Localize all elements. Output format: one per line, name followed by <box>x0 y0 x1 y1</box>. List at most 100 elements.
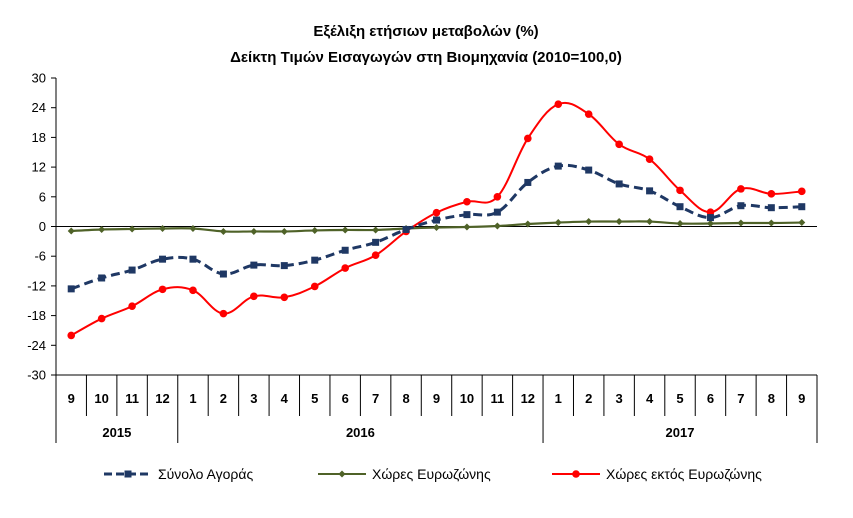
data-point <box>798 203 806 211</box>
y-tick-label: -24 <box>27 338 46 353</box>
data-point <box>158 285 167 294</box>
x-month-label: 6 <box>342 391 349 406</box>
data-point <box>341 226 349 234</box>
x-month-label: 11 <box>491 391 505 406</box>
x-year-label: 2017 <box>666 425 695 440</box>
x-month-label: 3 <box>616 391 623 406</box>
x-month-label: 3 <box>250 391 257 406</box>
data-point <box>250 261 258 269</box>
data-point <box>767 204 775 212</box>
x-month-label: 10 <box>460 391 474 406</box>
legend-swatch-marker <box>124 470 132 478</box>
legend-label: Σύνολο Αγοράς <box>158 466 253 482</box>
data-point <box>493 208 501 216</box>
data-point <box>280 293 289 302</box>
chart-title: Εξέλιξη ετήσιων μεταβολών (%) <box>313 23 538 40</box>
x-month-label: 6 <box>707 391 714 406</box>
data-point <box>341 246 349 254</box>
data-point <box>798 219 806 227</box>
x-month-label: 1 <box>555 391 562 406</box>
data-point <box>189 286 197 295</box>
data-point <box>311 226 319 234</box>
data-point <box>432 208 441 217</box>
data-point <box>128 302 136 310</box>
data-point <box>737 202 745 210</box>
data-point <box>554 162 562 170</box>
data-point <box>402 225 410 233</box>
x-month-label: 8 <box>768 391 775 406</box>
data-point <box>706 208 715 216</box>
legend-item: Χώρες εκτός Ευρωζώνης <box>552 466 762 482</box>
y-tick-label: -12 <box>27 278 46 293</box>
x-month-label: 2 <box>585 391 592 406</box>
data-point <box>676 203 684 211</box>
data-point <box>676 220 684 228</box>
data-point <box>676 186 684 195</box>
data-point <box>463 223 471 231</box>
data-point <box>280 262 288 270</box>
data-point <box>311 256 319 264</box>
legend-swatch-marker <box>572 470 580 478</box>
data-point <box>67 331 76 340</box>
data-point <box>615 140 623 149</box>
data-point <box>524 178 532 186</box>
x-month-label: 9 <box>798 391 805 406</box>
y-tick-label: 6 <box>39 189 46 204</box>
series-eurozone <box>67 218 806 235</box>
data-point <box>615 218 623 226</box>
y-tick-label: 18 <box>32 130 46 145</box>
data-point <box>67 227 75 235</box>
data-point <box>585 166 593 174</box>
data-point <box>737 185 745 193</box>
x-month-label: 4 <box>281 391 289 406</box>
data-point <box>159 255 167 263</box>
data-point <box>128 266 136 274</box>
x-month-label: 5 <box>311 391 318 406</box>
data-point <box>250 227 258 235</box>
data-point <box>585 218 593 226</box>
x-month-label: 9 <box>68 391 75 406</box>
x-month-label: 2 <box>220 391 227 406</box>
data-point <box>737 219 745 227</box>
data-point <box>280 227 288 235</box>
data-point <box>615 180 623 188</box>
data-point <box>310 282 319 291</box>
y-tick-label: -18 <box>27 308 46 323</box>
data-point <box>159 224 167 232</box>
data-point <box>524 220 532 228</box>
data-point <box>341 264 349 272</box>
x-month-label: 12 <box>521 391 535 406</box>
data-point <box>463 211 471 219</box>
legend-item: Σύνολο Αγοράς <box>104 466 253 482</box>
data-point <box>493 222 501 230</box>
data-point <box>584 110 593 118</box>
y-tick-label: 30 <box>32 71 46 86</box>
x-year-label: 2016 <box>346 425 375 440</box>
data-point <box>493 193 502 201</box>
y-tick-label: 0 <box>39 219 46 234</box>
y-tick-label: 12 <box>32 160 46 175</box>
data-point <box>219 270 227 278</box>
data-point <box>554 219 562 227</box>
data-point <box>97 314 106 323</box>
x-month-label: 4 <box>646 391 654 406</box>
data-point <box>767 190 776 198</box>
data-point <box>463 197 471 206</box>
x-month-label: 11 <box>125 391 139 406</box>
data-point <box>706 214 714 222</box>
data-point <box>646 187 654 195</box>
data-point <box>128 225 136 233</box>
chart-series-layer <box>67 100 806 340</box>
data-point <box>219 309 228 318</box>
data-point <box>433 216 440 224</box>
series-non-eurozone <box>67 100 806 340</box>
data-point <box>98 225 106 233</box>
legend-label: Χώρες Ευρωζώνης <box>372 466 491 482</box>
x-month-label: 9 <box>433 391 440 406</box>
chart-legend: Σύνολο Αγοράς Χώρες Ευρωζώνης Χώρες εκτός … <box>104 466 762 482</box>
data-point <box>767 219 775 227</box>
y-tick-label: 24 <box>32 100 46 115</box>
x-month-label: 8 <box>402 391 409 406</box>
